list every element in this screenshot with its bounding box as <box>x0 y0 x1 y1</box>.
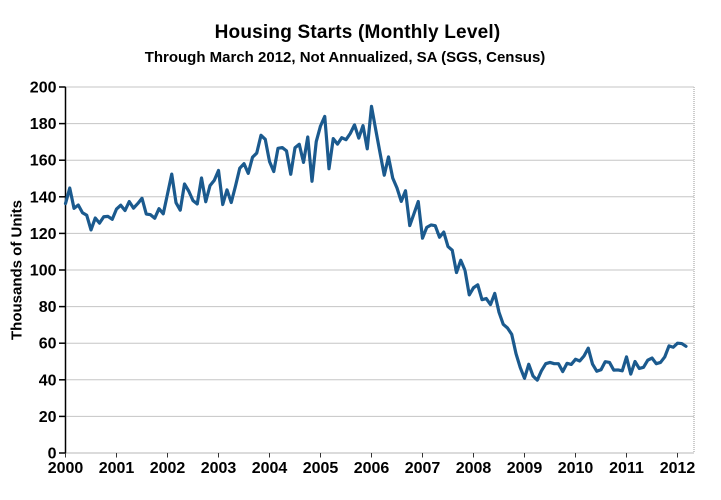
y-tick-label: 40 <box>39 372 57 389</box>
chart-title: Housing Starts (Monthly Level) <box>214 22 501 43</box>
x-tick-label: 2003 <box>201 460 237 477</box>
housing-starts-line <box>63 104 688 382</box>
x-tick-label: 2009 <box>507 460 543 477</box>
y-tick-label: 60 <box>39 336 57 353</box>
x-tick-label: 2012 <box>660 460 696 477</box>
x-tick-label: 2006 <box>354 460 390 477</box>
x-tick-label: 2001 <box>99 460 135 477</box>
x-tick-label: 2005 <box>303 460 339 477</box>
y-tick-label: 20 <box>39 409 57 426</box>
x-tick-label: 2004 <box>252 460 288 477</box>
y-tick-label: 120 <box>30 226 57 243</box>
x-tick-label: 2008 <box>456 460 492 477</box>
x-tick-label: 2007 <box>405 460 441 477</box>
y-tick-label: 100 <box>30 263 57 280</box>
y-tick-label: 0 <box>48 446 57 463</box>
x-tick-label: 2011 <box>609 460 644 477</box>
y-tick-label: 200 <box>30 80 57 97</box>
y-tick-label: 140 <box>30 189 57 206</box>
y-tick-label: 180 <box>30 116 57 133</box>
chart-subtitle: Through March 2012, Not Annualized, SA (… <box>144 49 546 66</box>
y-tick-label: 80 <box>39 299 57 316</box>
x-tick-label: 2000 <box>48 460 84 477</box>
x-tick-label: 2010 <box>558 460 594 477</box>
x-tick-label: 2002 <box>150 460 186 477</box>
y-tick-label: 160 <box>30 153 57 170</box>
